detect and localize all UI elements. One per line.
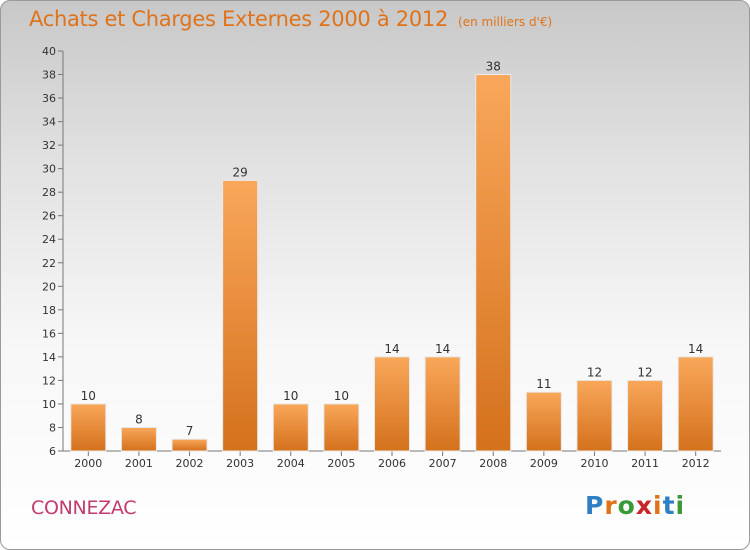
bar-value-label: 10 xyxy=(283,389,298,403)
bars: 10 8 7 29 10 10 14 14 38 11 12 12 14 xyxy=(70,60,714,452)
x-tick-label: 2007 xyxy=(429,457,457,470)
bar xyxy=(120,426,157,452)
x-tick-label: 2000 xyxy=(74,457,102,470)
x-tick-label: 2002 xyxy=(176,457,204,470)
y-tick-label: 40 xyxy=(42,45,56,58)
logo-letter: P xyxy=(585,491,605,520)
y-tick-label: 30 xyxy=(42,163,56,176)
x-tick-label: 2001 xyxy=(125,457,153,470)
y-tick-label: 6 xyxy=(49,445,56,458)
y-tick-label: 38 xyxy=(42,69,56,82)
y-tick-label: 36 xyxy=(42,92,56,105)
y-tick-label: 10 xyxy=(42,398,56,411)
x-tick-label: 2012 xyxy=(682,457,710,470)
y-tick-label: 18 xyxy=(42,304,56,317)
x-tick-label: 2005 xyxy=(327,457,355,470)
logo-letter: i xyxy=(653,491,663,520)
bar xyxy=(475,74,512,452)
bar-value-label: 14 xyxy=(688,342,703,356)
bar xyxy=(677,356,714,452)
bar xyxy=(576,379,613,452)
x-tick-label: 2004 xyxy=(277,457,305,470)
y-tick-label: 28 xyxy=(42,186,56,199)
bar xyxy=(222,179,259,452)
bar xyxy=(374,356,410,452)
chart-title: Achats et Charges Externes 2000 à 2012 (e… xyxy=(29,7,552,31)
x-tick-label: 2003 xyxy=(226,457,254,470)
bar xyxy=(525,391,562,452)
bar-value-label: 12 xyxy=(587,365,602,379)
bar-value-label: 8 xyxy=(135,412,143,426)
bar xyxy=(627,379,664,452)
proxiti-logo: Proxiti xyxy=(585,491,685,520)
x-tick-label: 2011 xyxy=(631,457,659,470)
x-tick-label: 2010 xyxy=(580,457,608,470)
y-tick-label: 12 xyxy=(42,374,56,387)
commune-name: CONNEZAC xyxy=(31,497,137,519)
bar-value-label: 11 xyxy=(536,377,551,391)
bar xyxy=(70,403,107,452)
y-tick-label: 8 xyxy=(49,421,56,434)
y-tick-label: 22 xyxy=(42,257,56,270)
title-text: Achats et Charges Externes 2000 à 2012 xyxy=(29,7,449,31)
y-tick-label: 14 xyxy=(42,351,56,364)
bar-value-label: 38 xyxy=(486,60,501,74)
bar-value-label: 12 xyxy=(637,365,652,379)
logo-letter: o xyxy=(617,491,636,520)
y-tick-label: 16 xyxy=(42,327,56,340)
bar-value-label: 14 xyxy=(384,342,399,356)
bar xyxy=(424,356,461,452)
bar xyxy=(323,403,360,452)
logo-letter: t xyxy=(662,491,676,520)
bar-value-label: 29 xyxy=(233,165,248,179)
axes: 6 8 10 12 14 16 18 20 22 24 26 28 30 32 34 36 38 40 2000 20… xyxy=(42,45,721,470)
logo-letter: i xyxy=(675,491,686,520)
x-tick-label: 2006 xyxy=(378,457,406,470)
y-tick-label: 24 xyxy=(42,233,56,246)
bar-value-label: 10 xyxy=(81,389,96,403)
bar-value-label: 14 xyxy=(435,342,450,356)
y-tick-label: 34 xyxy=(42,116,56,129)
y-tick-label: 26 xyxy=(42,210,56,223)
bar xyxy=(171,438,208,452)
x-tick-label: 2008 xyxy=(479,457,507,470)
logo-letter: r xyxy=(604,491,618,520)
x-tick-label: 2009 xyxy=(530,457,558,470)
bar-value-label: 7 xyxy=(186,424,194,438)
logo-letter: x xyxy=(635,491,653,520)
title-subtitle: (en milliers d'€) xyxy=(458,15,553,29)
y-tick-label: 32 xyxy=(42,139,56,152)
bar xyxy=(272,403,309,452)
bar-value-label: 10 xyxy=(334,389,349,403)
y-tick-label: 20 xyxy=(42,280,56,293)
